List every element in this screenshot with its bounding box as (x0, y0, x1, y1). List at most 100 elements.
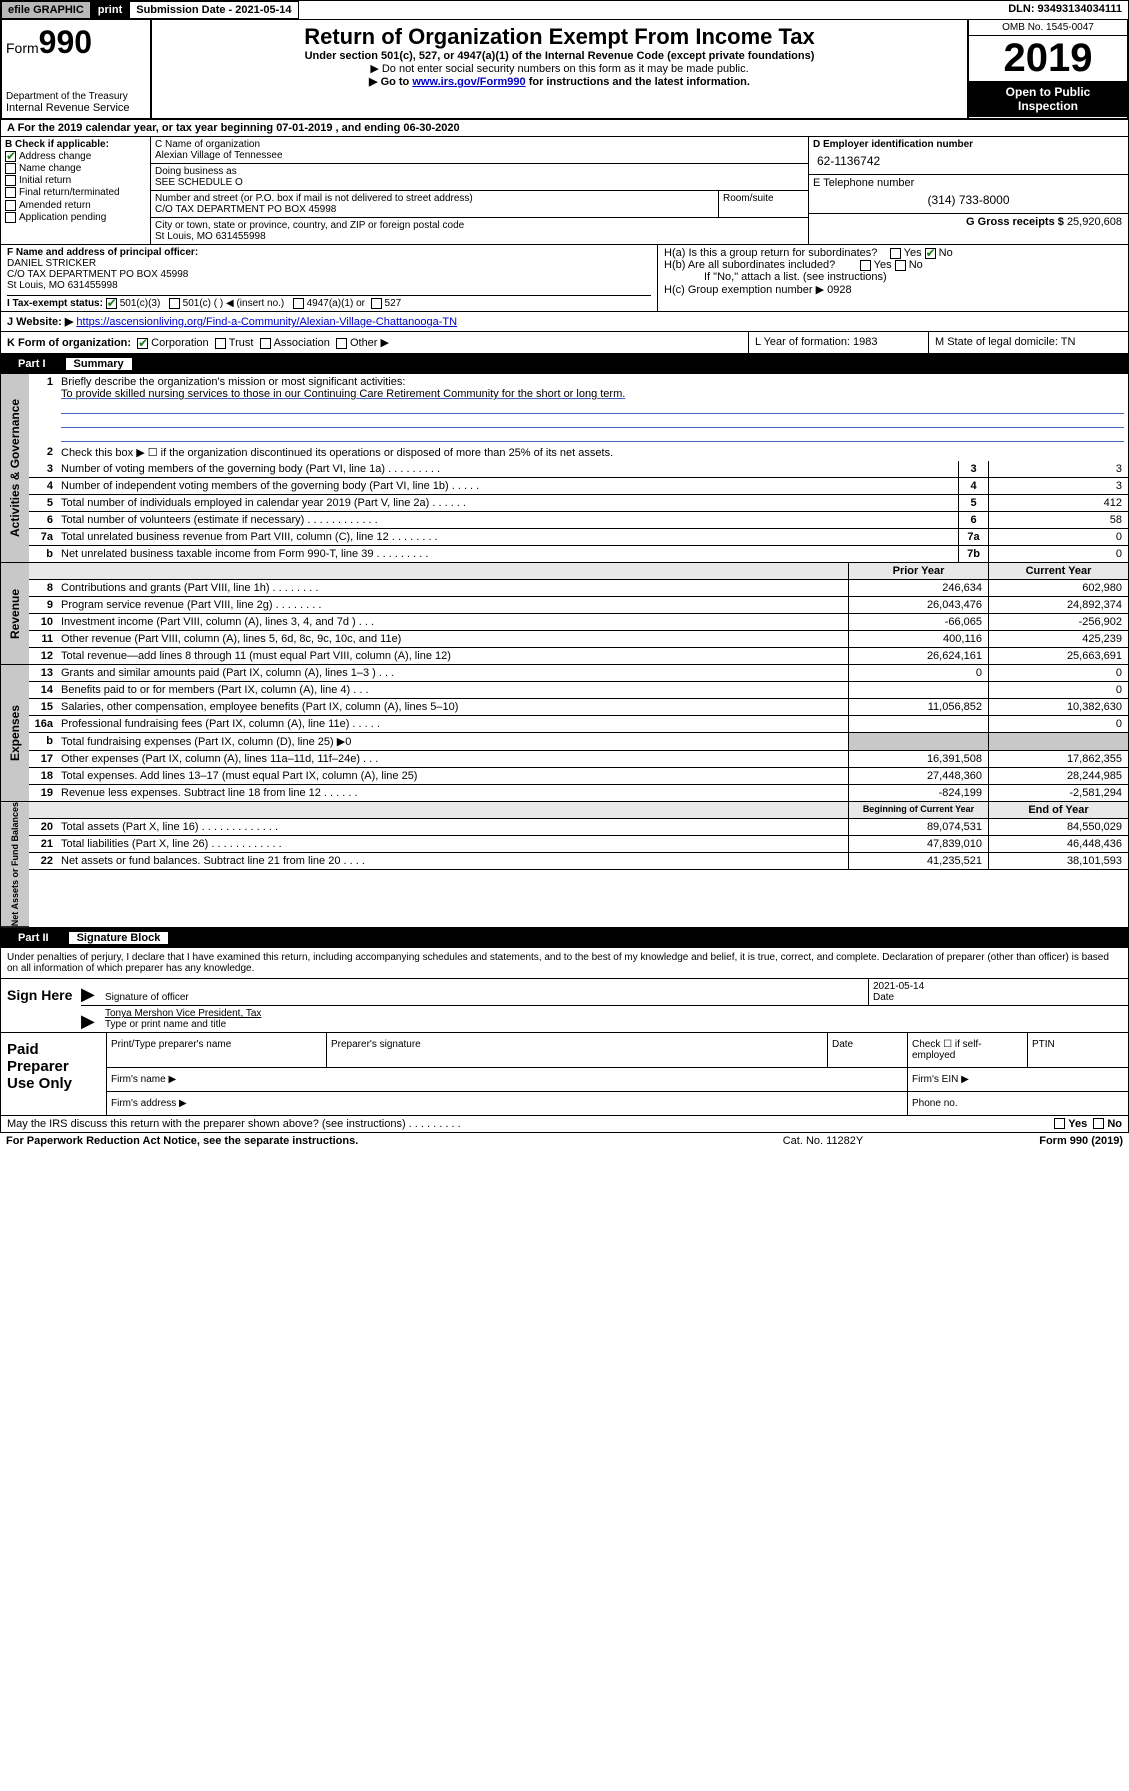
org-name: Alexian Village of Tennessee (155, 150, 283, 161)
chk-4947[interactable] (293, 298, 304, 309)
sign-here-block: Sign Here ▶Signature of officer2021-05-1… (0, 979, 1129, 1033)
summary-line: 5Total number of individuals employed in… (29, 495, 1128, 512)
l-year: L Year of formation: 1983 (748, 332, 928, 353)
chk-name-change[interactable] (5, 163, 16, 174)
sig-name-lbl: Type or print name and title (105, 1019, 226, 1030)
pp-date-lbl: Date (828, 1033, 908, 1067)
opt-corp: Corporation (151, 337, 208, 349)
block-bcde: B Check if applicable: Address change Na… (0, 137, 1129, 244)
table-row: 10Investment income (Part VIII, column (… (29, 614, 1128, 631)
print-button[interactable]: print (91, 1, 129, 19)
expenses-section: Expenses 13Grants and similar amounts pa… (0, 665, 1129, 802)
part1-ttl: Summary (66, 358, 132, 370)
table-row: 19Revenue less expenses. Subtract line 1… (29, 785, 1128, 802)
open-public-1: Open to Public (1006, 85, 1091, 99)
c-name-lab: C Name of organization (155, 139, 260, 150)
addr-lab: Number and street (or P.O. box if mail i… (155, 193, 473, 204)
addr-val: C/O TAX DEPARTMENT PO BOX 45998 (155, 204, 336, 215)
cat-no: Cat. No. 11282Y (723, 1135, 923, 1147)
goto-post: for instructions and the latest informat… (526, 76, 750, 88)
form-foot: Form 990 (2019) (923, 1135, 1123, 1147)
discuss-yes-chk[interactable] (1054, 1118, 1065, 1129)
form-subtitle: Under section 501(c), 527, or 4947(a)(1)… (156, 50, 963, 62)
dba-val: SEE SCHEDULE O (155, 177, 243, 188)
tab-governance: Activities & Governance (1, 374, 29, 563)
irs-link[interactable]: www.irs.gov/Form990 (412, 76, 525, 88)
opt-4947: 4947(a)(1) or (307, 298, 365, 309)
table-row: 14Benefits paid to or for members (Part … (29, 682, 1128, 699)
tab-net: Net Assets or Fund Balances (1, 802, 29, 927)
part2-lbl: Part II (8, 930, 59, 946)
table-row: 22Net assets or fund balances. Subtract … (29, 853, 1128, 870)
table-row: 20Total assets (Part X, line 16) . . . .… (29, 819, 1128, 836)
chk-501c3[interactable] (106, 298, 117, 309)
chk-amended[interactable] (5, 200, 16, 211)
firm-phone-lbl: Phone no. (908, 1092, 1128, 1115)
ein-lab: D Employer identification number (813, 139, 1124, 150)
pp-self-lbl: Check ☐ if self-employed (908, 1033, 1028, 1067)
f-lab: F Name and address of principal officer: (7, 247, 198, 258)
top-toolbar: efile GRAPHIC print Submission Date - 20… (0, 0, 1129, 20)
ha-no[interactable] (925, 248, 936, 259)
open-public-2: Inspection (1018, 99, 1078, 113)
fh-row: F Name and address of principal officer:… (0, 244, 1129, 312)
hb-no-lbl: No (909, 259, 923, 271)
table-row: 16aProfessional fundraising fees (Part I… (29, 716, 1128, 733)
chk-other[interactable] (336, 338, 347, 349)
opt-assoc: Association (274, 337, 330, 349)
lbl-name-change: Name change (19, 163, 81, 174)
firm-ein-lbl: Firm's EIN ▶ (908, 1068, 1128, 1091)
opt-501c3: 501(c)(3) (120, 298, 161, 309)
ha-yes[interactable] (890, 248, 901, 259)
q2-text: Check this box ▶ ☐ if the organization d… (57, 444, 1128, 461)
hb-yes[interactable] (860, 260, 871, 271)
j-lab: J Website: ▶ (7, 316, 76, 328)
chk-corp[interactable] (137, 338, 148, 349)
summary-line: 3Number of voting members of the governi… (29, 461, 1128, 478)
paid-lbl: Paid Preparer Use Only (1, 1033, 106, 1115)
table-row: 18Total expenses. Add lines 13–17 (must … (29, 768, 1128, 785)
website-link[interactable]: https://ascensionliving.org/Find-a-Commu… (76, 316, 457, 328)
table-row: bTotal fundraising expenses (Part IX, co… (29, 733, 1128, 751)
chk-initial-return[interactable] (5, 175, 16, 186)
table-row: 8Contributions and grants (Part VIII, li… (29, 580, 1128, 597)
dba-lab: Doing business as (155, 166, 237, 177)
discuss-no-lbl: No (1107, 1118, 1122, 1130)
tel-val: (314) 733-8000 (813, 189, 1124, 211)
efile-button[interactable]: efile GRAPHIC (1, 1, 91, 19)
form-number: 990 (39, 24, 92, 60)
table-row: 11Other revenue (Part VIII, column (A), … (29, 631, 1128, 648)
paperwork-notice: For Paperwork Reduction Act Notice, see … (6, 1135, 723, 1147)
table-row: 13Grants and similar amounts paid (Part … (29, 665, 1128, 682)
opt-trust: Trust (229, 337, 254, 349)
submission-date: Submission Date - 2021-05-14 (129, 1, 298, 19)
discuss-no-chk[interactable] (1093, 1118, 1104, 1129)
sig-date-val: 2021-05-14 (873, 981, 924, 992)
k-lab: K Form of organization: (7, 337, 131, 349)
hb-no[interactable] (895, 260, 906, 271)
chk-501c[interactable] (169, 298, 180, 309)
tel-lab: E Telephone number (813, 177, 914, 189)
opt-527: 527 (385, 298, 402, 309)
gross-val: 25,920,608 (1067, 216, 1122, 228)
summary-line: 7aTotal unrelated business revenue from … (29, 529, 1128, 546)
sig-officer-lbl: Signature of officer (105, 992, 189, 1003)
discuss-yes-lbl: Yes (1068, 1118, 1087, 1130)
table-row: 21Total liabilities (Part X, line 26) . … (29, 836, 1128, 853)
chk-app-pending[interactable] (5, 212, 16, 223)
chk-assoc[interactable] (260, 338, 271, 349)
governance-section: Activities & Governance 1Briefly describ… (0, 374, 1129, 563)
opt-other: Other ▶ (350, 337, 389, 349)
table-row: 9Program service revenue (Part VIII, lin… (29, 597, 1128, 614)
sign-here-lbl: Sign Here (1, 979, 81, 1032)
chk-527[interactable] (371, 298, 382, 309)
hdr-end-year: End of Year (988, 802, 1128, 818)
chk-address-change[interactable] (5, 151, 16, 162)
pp-ptin-lbl: PTIN (1028, 1033, 1128, 1067)
part1-lbl: Part I (8, 356, 56, 372)
chk-trust[interactable] (215, 338, 226, 349)
sig-declaration: Under penalties of perjury, I declare th… (0, 948, 1129, 979)
chk-final-return[interactable] (5, 187, 16, 198)
pp-sig-lbl: Preparer's signature (327, 1033, 828, 1067)
summary-line: 6Total number of volunteers (estimate if… (29, 512, 1128, 529)
